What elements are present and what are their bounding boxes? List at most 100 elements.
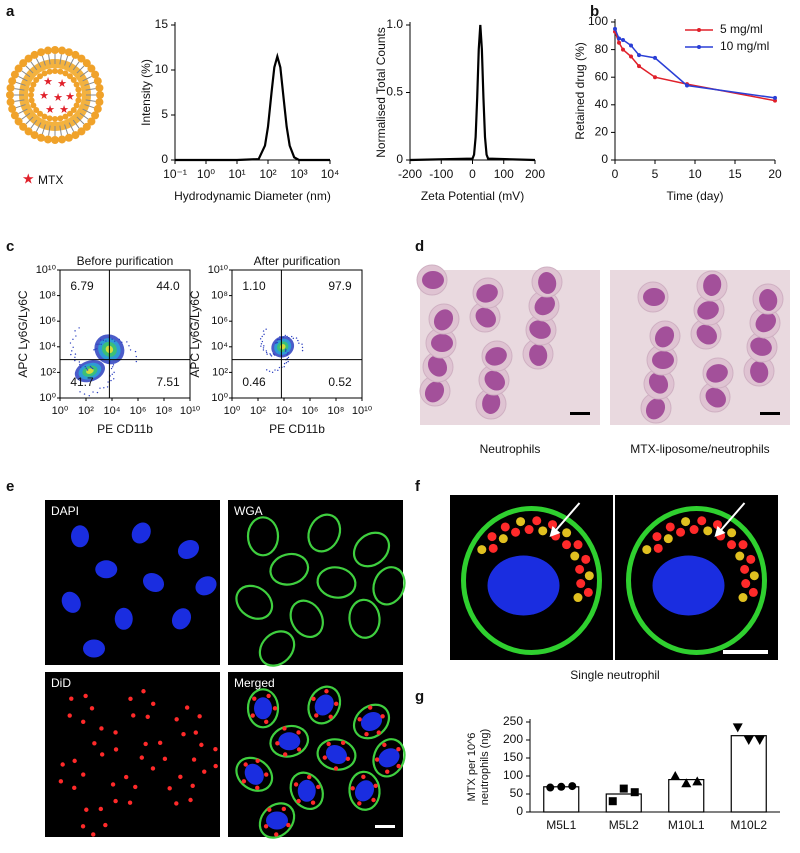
y-tick-label: 10⁴ [211, 341, 228, 353]
event-dot [74, 359, 76, 362]
liposome-signal [72, 758, 77, 764]
liposome-signal [113, 730, 118, 735]
lipid-tail [68, 58, 75, 68]
liposome-signal [311, 696, 316, 702]
liposome-signal [350, 786, 355, 791]
lipid-head [30, 81, 37, 88]
nucleus [706, 364, 728, 383]
lipid-tail [79, 70, 89, 78]
lipid-head [71, 50, 80, 59]
event-dot [74, 330, 76, 332]
arrow [552, 502, 581, 534]
lipid-head [77, 54, 86, 63]
liposome-signal [99, 726, 104, 731]
event-dot [96, 343, 98, 346]
legend-label: 5 mg/ml [720, 22, 763, 36]
event-dot [86, 369, 89, 371]
x-tick-label: 10⁴ [276, 405, 293, 417]
liposome-signal [741, 579, 751, 589]
event-dot [285, 362, 288, 364]
liposome-signal [250, 713, 255, 718]
event-dot [79, 391, 81, 393]
liposome-signal [91, 832, 96, 837]
liposome-signal [191, 757, 197, 762]
liposome-signal [174, 717, 179, 722]
lipid-tail [68, 122, 75, 132]
lipid-head [24, 54, 33, 63]
liposome-signal [361, 774, 366, 780]
event-dot [270, 355, 273, 357]
x-tick-label: 10⁰ [197, 167, 215, 181]
nucleus [750, 361, 769, 383]
lipid-tail [59, 125, 62, 136]
lipid-tail [35, 122, 42, 132]
liposome-signal [652, 532, 662, 542]
liposome-signal [131, 713, 136, 718]
nucleus [314, 694, 334, 716]
lipid-head [19, 59, 28, 68]
event-dot [268, 370, 271, 373]
lipid-head [6, 98, 15, 107]
event-dot [96, 348, 98, 350]
nucleus [131, 522, 151, 544]
event-dot [265, 351, 268, 354]
x-tick-label: 10⁸ [156, 405, 173, 417]
lipid-head [6, 91, 14, 99]
event-dot [260, 345, 262, 347]
nucleus [244, 763, 264, 785]
liposome-signal [396, 746, 401, 752]
panel-label: a [6, 3, 15, 20]
liposome-signal [570, 551, 580, 561]
event-dot [113, 378, 115, 380]
event-dot [106, 386, 109, 388]
event-dot [111, 338, 113, 340]
liposome-signal [581, 554, 591, 564]
legend-marker [697, 28, 701, 32]
lipid-head [82, 59, 91, 68]
liposome-signal [727, 540, 737, 550]
event-dot [276, 341, 279, 344]
liposome-signal [143, 741, 148, 747]
liposome-signal [357, 717, 362, 722]
event-dot [74, 356, 76, 359]
x-tick-label: 10⁸ [328, 405, 345, 417]
nucleus [266, 811, 288, 830]
event-dot [84, 365, 86, 368]
liposome-signal [252, 696, 257, 701]
x-tick-label: 10 [688, 167, 702, 181]
lipid-head [58, 46, 67, 55]
liposome-signal [275, 741, 280, 746]
event-dot [271, 371, 274, 374]
liposome-signal [184, 705, 190, 710]
x-tick-label: 10⁴ [104, 405, 121, 417]
liposome-signal [113, 747, 119, 752]
liposome-signal [255, 758, 260, 764]
event-dot [282, 336, 284, 339]
nucleus [485, 347, 507, 366]
point [617, 36, 621, 41]
x-tick-label: 10⁴ [321, 167, 340, 181]
membrane [258, 802, 296, 839]
nucleus [297, 779, 316, 802]
membrane [269, 552, 310, 586]
arrow-head [549, 526, 561, 537]
nucleus [534, 295, 555, 316]
liposome-signal [92, 741, 97, 746]
nucleus [427, 355, 448, 377]
point [619, 784, 628, 793]
event-dot [72, 338, 74, 341]
lipid-head [33, 106, 40, 113]
y-tick-label: 5 [161, 107, 168, 121]
event-dot [263, 333, 265, 336]
liposome-signal [133, 784, 138, 790]
lipid-head [57, 68, 64, 75]
y-tick-label: 10⁶ [211, 315, 228, 327]
membrane [246, 688, 280, 729]
event-dot [71, 350, 73, 352]
x-tick-label: 10² [250, 405, 266, 417]
lipid-head [71, 131, 80, 140]
lipid-head [43, 135, 52, 144]
micrograph [228, 500, 403, 665]
lipid-head [33, 77, 40, 84]
liposome-signal [665, 522, 675, 532]
